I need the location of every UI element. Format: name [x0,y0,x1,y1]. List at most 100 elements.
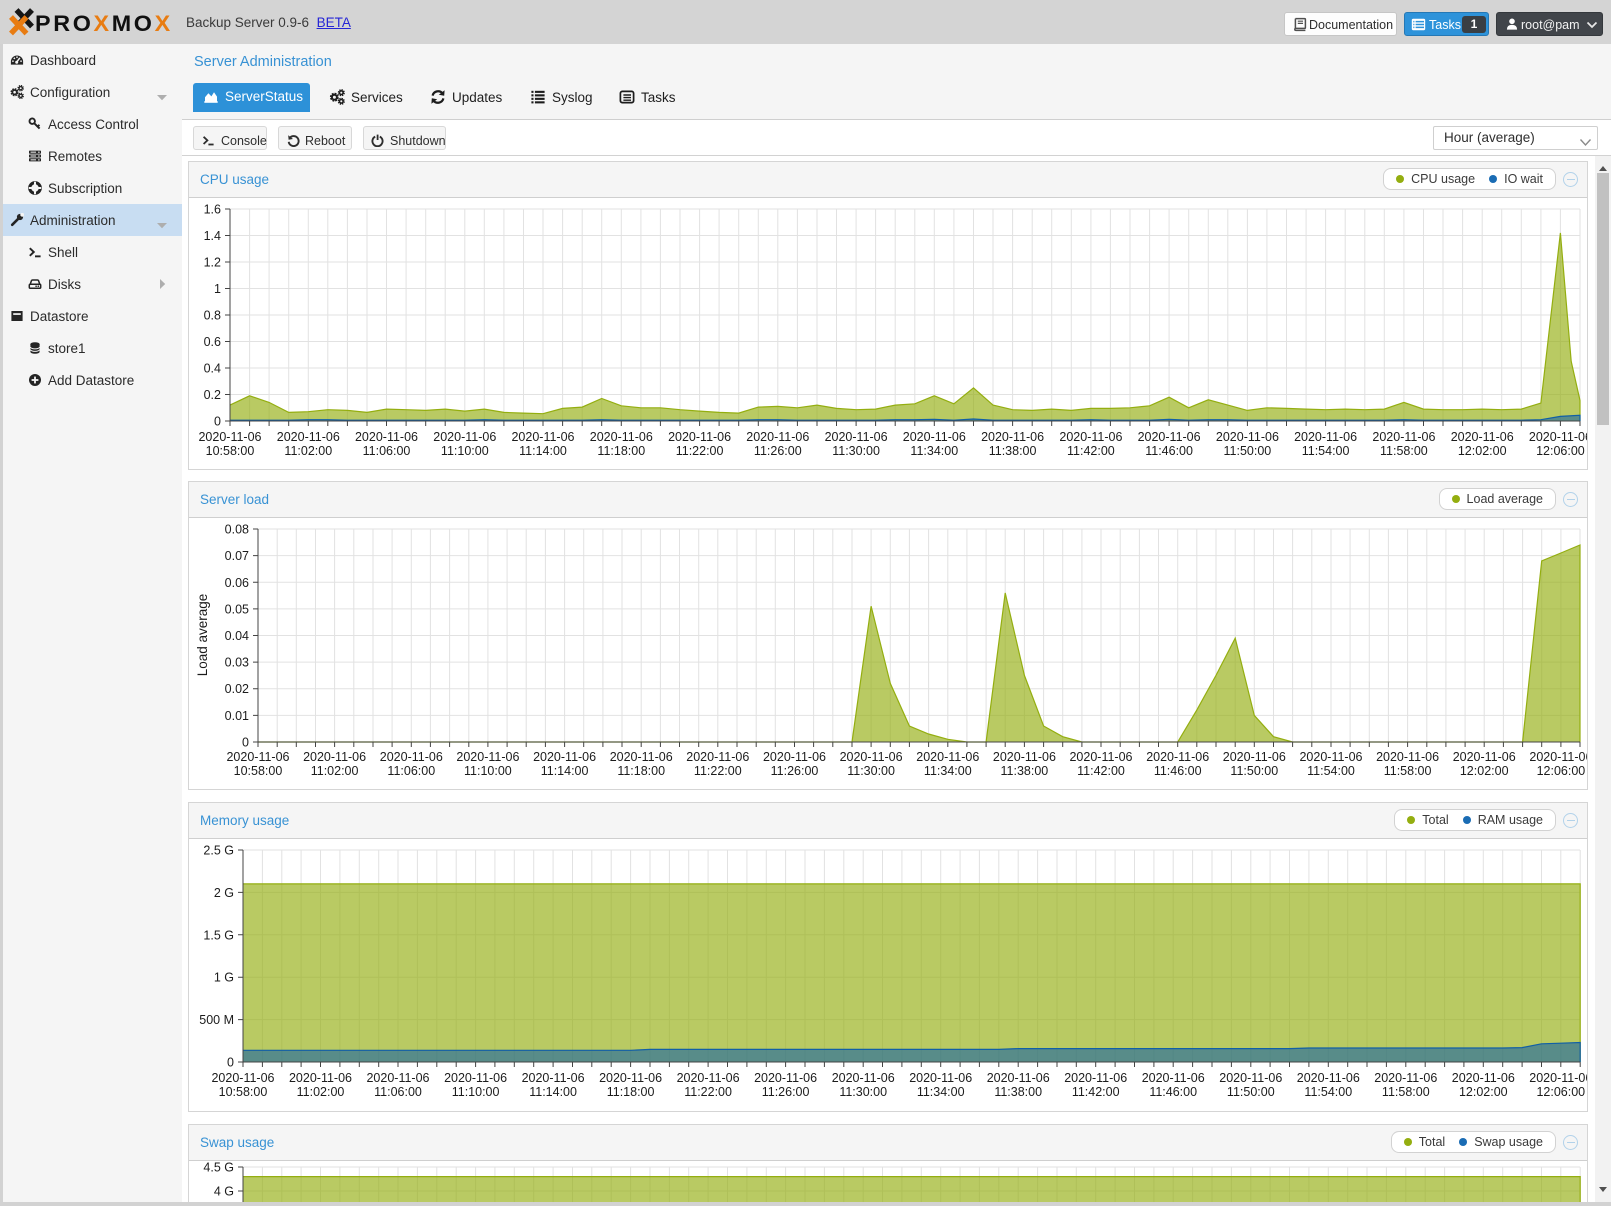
svg-text:2020-11-06: 2020-11-06 [916,750,979,764]
svg-text:2020-11-06: 2020-11-06 [1529,1071,1587,1085]
svg-text:2020-11-06: 2020-11-06 [226,750,289,764]
svg-text:2020-11-06: 2020-11-06 [1374,1071,1437,1085]
svg-text:2020-11-06: 2020-11-06 [903,430,966,444]
svg-text:2.5 G: 2.5 G [203,844,234,858]
svg-text:2020-11-06: 2020-11-06 [599,1071,662,1085]
svg-text:2 G: 2 G [214,886,234,900]
svg-text:11:18:00: 11:18:00 [617,764,665,778]
svg-text:2020-11-06: 2020-11-06 [277,430,340,444]
svg-text:11:10:00: 11:10:00 [464,764,512,778]
svg-text:11:22:00: 11:22:00 [684,1085,732,1099]
svg-text:2020-11-06: 2020-11-06 [211,1071,274,1085]
svg-text:12:02:00: 12:02:00 [1458,444,1507,458]
svg-text:11:34:00: 11:34:00 [924,764,972,778]
svg-text:11:42:00: 11:42:00 [1077,764,1125,778]
svg-text:11:22:00: 11:22:00 [694,764,742,778]
svg-text:2020-11-06: 2020-11-06 [825,430,888,444]
svg-text:11:02:00: 11:02:00 [284,444,332,458]
svg-text:11:38:00: 11:38:00 [1001,764,1049,778]
svg-text:0.6: 0.6 [204,335,221,349]
svg-text:2020-11-06: 2020-11-06 [677,1071,740,1085]
svg-text:2020-11-06: 2020-11-06 [1142,1071,1205,1085]
svg-text:2020-11-06: 2020-11-06 [686,750,749,764]
svg-text:0.06: 0.06 [225,576,249,590]
svg-text:11:46:00: 11:46:00 [1154,764,1202,778]
svg-text:2020-11-06: 2020-11-06 [987,1071,1050,1085]
svg-text:12:02:00: 12:02:00 [1459,1085,1508,1099]
svg-text:2020-11-06: 2020-11-06 [522,1071,585,1085]
svg-text:2020-11-06: 2020-11-06 [668,430,731,444]
svg-text:11:34:00: 11:34:00 [917,1085,965,1099]
svg-text:12:02:00: 12:02:00 [1460,764,1509,778]
svg-text:0: 0 [214,415,221,429]
svg-text:11:10:00: 11:10:00 [441,444,489,458]
svg-text:2020-11-06: 2020-11-06 [533,750,596,764]
svg-text:2020-11-06: 2020-11-06 [433,430,496,444]
svg-text:2020-11-06: 2020-11-06 [1064,1071,1127,1085]
svg-text:12:06:00: 12:06:00 [1537,764,1586,778]
svg-text:11:26:00: 11:26:00 [762,1085,810,1099]
svg-text:12:06:00: 12:06:00 [1536,444,1585,458]
svg-text:2020-11-06: 2020-11-06 [754,1071,817,1085]
svg-text:11:14:00: 11:14:00 [519,444,567,458]
svg-text:11:34:00: 11:34:00 [910,444,958,458]
svg-text:11:42:00: 11:42:00 [1067,444,1115,458]
svg-text:11:26:00: 11:26:00 [771,764,819,778]
svg-text:0.01: 0.01 [225,709,249,723]
svg-text:0.2: 0.2 [204,388,221,402]
svg-text:0.07: 0.07 [225,549,249,563]
svg-text:2020-11-06: 2020-11-06 [1451,430,1514,444]
svg-text:11:22:00: 11:22:00 [676,444,724,458]
svg-text:11:50:00: 11:50:00 [1230,764,1278,778]
svg-text:1.4: 1.4 [204,229,221,243]
svg-text:11:06:00: 11:06:00 [363,444,411,458]
svg-text:2020-11-06: 2020-11-06 [1294,430,1357,444]
svg-text:11:30:00: 11:30:00 [832,444,880,458]
svg-text:2020-11-06: 2020-11-06 [1059,430,1122,444]
svg-text:11:54:00: 11:54:00 [1307,764,1355,778]
svg-text:11:46:00: 11:46:00 [1145,444,1193,458]
svg-text:2020-11-06: 2020-11-06 [981,430,1044,444]
svg-text:2020-11-06: 2020-11-06 [763,750,826,764]
svg-text:0.04: 0.04 [225,629,249,643]
svg-text:11:54:00: 11:54:00 [1304,1085,1352,1099]
svg-text:11:42:00: 11:42:00 [1072,1085,1120,1099]
svg-text:2020-11-06: 2020-11-06 [380,750,443,764]
svg-text:10:58:00: 10:58:00 [234,764,283,778]
svg-text:2020-11-06: 2020-11-06 [1453,750,1516,764]
svg-text:0: 0 [242,736,249,750]
svg-text:2020-11-06: 2020-11-06 [840,750,903,764]
svg-text:4 G: 4 G [214,1185,234,1199]
svg-text:0.03: 0.03 [225,656,249,670]
svg-text:0: 0 [227,1056,234,1070]
svg-text:11:06:00: 11:06:00 [387,764,435,778]
svg-text:10:58:00: 10:58:00 [206,444,255,458]
svg-text:11:18:00: 11:18:00 [597,444,645,458]
svg-text:2020-11-06: 2020-11-06 [355,430,418,444]
svg-text:10:58:00: 10:58:00 [219,1085,268,1099]
svg-text:Load average: Load average [195,594,210,677]
svg-text:0.05: 0.05 [225,602,249,616]
svg-text:500 M: 500 M [199,1013,234,1027]
svg-text:2020-11-06: 2020-11-06 [444,1071,507,1085]
svg-text:2020-11-06: 2020-11-06 [511,430,574,444]
svg-text:1: 1 [214,282,221,296]
svg-text:2020-11-06: 2020-11-06 [1146,750,1209,764]
svg-text:11:38:00: 11:38:00 [989,444,1037,458]
svg-text:2020-11-06: 2020-11-06 [832,1071,895,1085]
svg-text:11:10:00: 11:10:00 [452,1085,500,1099]
svg-text:11:02:00: 11:02:00 [311,764,359,778]
svg-text:2020-11-06: 2020-11-06 [1529,430,1587,444]
svg-text:11:50:00: 11:50:00 [1224,444,1272,458]
svg-text:2020-11-06: 2020-11-06 [289,1071,352,1085]
svg-text:2020-11-06: 2020-11-06 [590,430,653,444]
svg-text:1.6: 1.6 [204,203,221,217]
svg-text:11:02:00: 11:02:00 [297,1085,345,1099]
svg-text:2020-11-06: 2020-11-06 [1223,750,1286,764]
svg-text:11:30:00: 11:30:00 [847,764,895,778]
svg-text:2020-11-06: 2020-11-06 [1376,750,1439,764]
svg-text:2020-11-06: 2020-11-06 [1138,430,1201,444]
svg-text:0.02: 0.02 [225,682,249,696]
svg-text:12:06:00: 12:06:00 [1536,1085,1585,1099]
svg-text:11:58:00: 11:58:00 [1380,444,1428,458]
